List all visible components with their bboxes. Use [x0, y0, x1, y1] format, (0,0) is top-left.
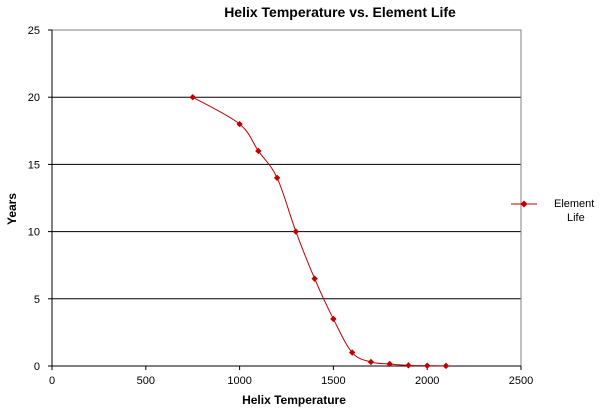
data-point	[386, 360, 393, 368]
x-tick-label: 1000	[227, 375, 251, 387]
data-point	[189, 94, 196, 101]
y-tick-label: 20	[28, 92, 40, 104]
x-tick-label: 500	[137, 375, 155, 387]
data-point	[273, 174, 281, 182]
data-point	[367, 358, 375, 366]
y-tick-label: 25	[28, 25, 40, 37]
legend-label-line: Element	[554, 198, 594, 210]
data-point	[236, 120, 243, 128]
data-point	[292, 228, 300, 235]
legend: Element Life	[511, 198, 594, 224]
tick-labels: 0 500 1000 1500 2000 2500 0 5 10 15 20 25	[28, 25, 533, 387]
x-tick-label: 2500	[509, 375, 533, 387]
legend-label: Element Life	[554, 198, 594, 224]
y-tick-label: 15	[28, 159, 40, 171]
y-tick-label: 10	[28, 227, 40, 239]
data-point	[424, 362, 431, 369]
legend-marker	[520, 200, 528, 208]
data-point	[442, 362, 450, 370]
legend-label-line: Life	[567, 212, 585, 224]
x-tick-label: 2000	[415, 375, 439, 387]
y-tick-label: 5	[34, 294, 40, 306]
data-point	[311, 275, 318, 282]
data-point	[348, 349, 356, 356]
x-tick-label: 0	[49, 375, 55, 387]
chart-title: Helix Temperature vs. Element Life	[224, 4, 456, 20]
data-point	[405, 362, 412, 369]
y-tick-label: 0	[34, 361, 40, 373]
data-point	[330, 315, 337, 323]
x-axis-title: Helix Temperature	[242, 393, 346, 407]
y-axis-title: Years	[5, 193, 19, 225]
x-tick-label: 1500	[321, 375, 345, 387]
series	[189, 94, 450, 370]
grid-lines	[52, 96, 521, 300]
data-point	[255, 147, 262, 155]
